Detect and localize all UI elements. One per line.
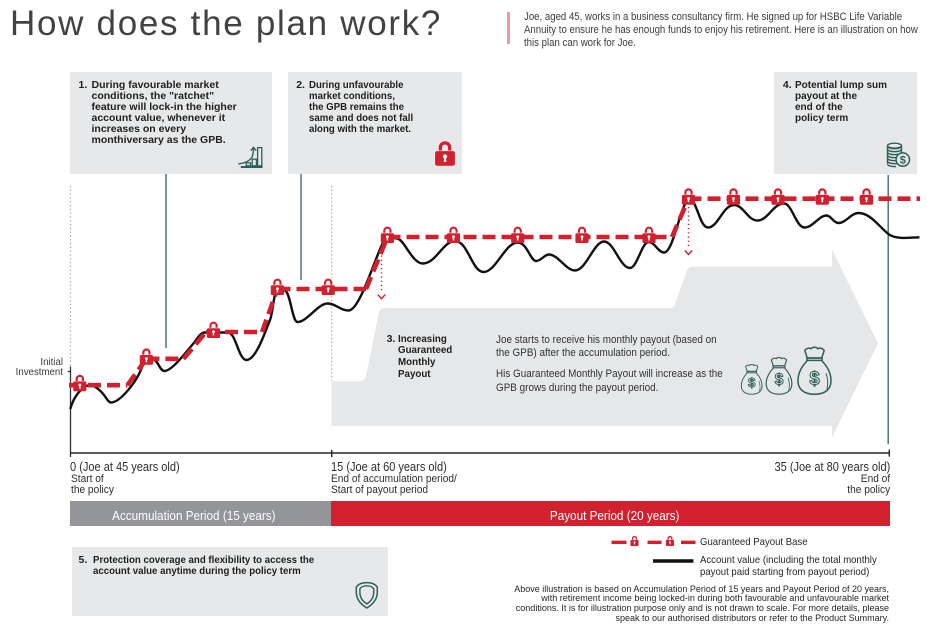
svg-text:$: $ — [748, 375, 756, 390]
svg-text:$: $ — [775, 372, 784, 389]
svg-text:$: $ — [809, 367, 820, 388]
